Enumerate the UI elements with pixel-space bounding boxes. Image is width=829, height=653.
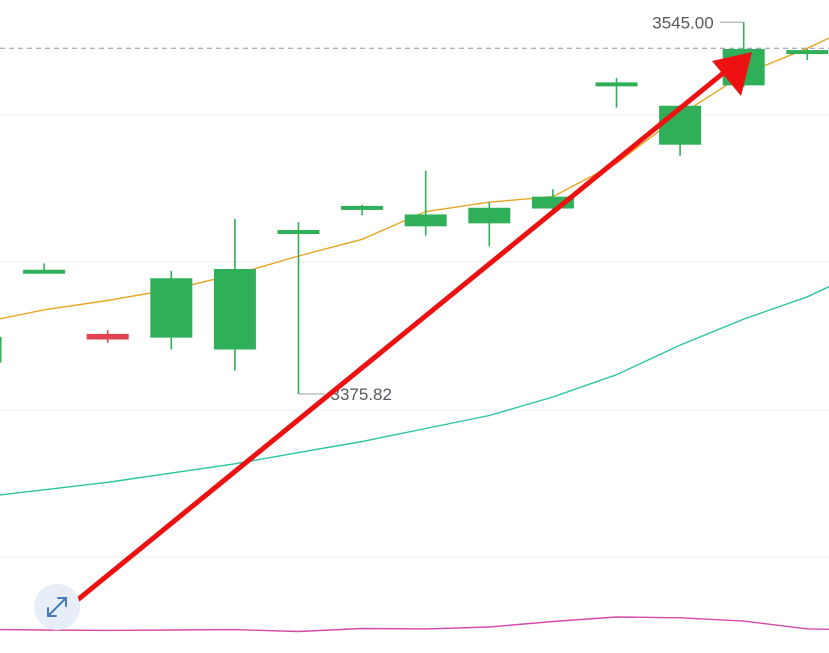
ma-line-3: [0, 616, 829, 633]
trend-arrow-shaft: [72, 67, 730, 605]
candle-body: [786, 50, 829, 55]
candle-body: [0, 336, 2, 363]
candle-body: [213, 268, 256, 350]
ma-line-2: [0, 285, 829, 496]
candle-body: [277, 230, 320, 235]
ma-line-1: [0, 37, 829, 320]
candle-body: [404, 214, 447, 227]
trend-arrow-head: [712, 52, 752, 96]
candle-body: [150, 278, 193, 338]
candle-body: [341, 205, 384, 210]
candle-body: [531, 196, 574, 209]
candle-body: [659, 105, 702, 145]
low-price-label: 3375.82: [331, 385, 392, 404]
candle-body: [23, 269, 66, 274]
candle-body: [468, 207, 511, 224]
expand-diagonal-icon: [47, 597, 67, 617]
expand-button[interactable]: [34, 584, 80, 630]
candle-body: [86, 333, 129, 340]
high-price-label: 3545.00: [652, 13, 713, 32]
candle-body: [595, 82, 638, 87]
